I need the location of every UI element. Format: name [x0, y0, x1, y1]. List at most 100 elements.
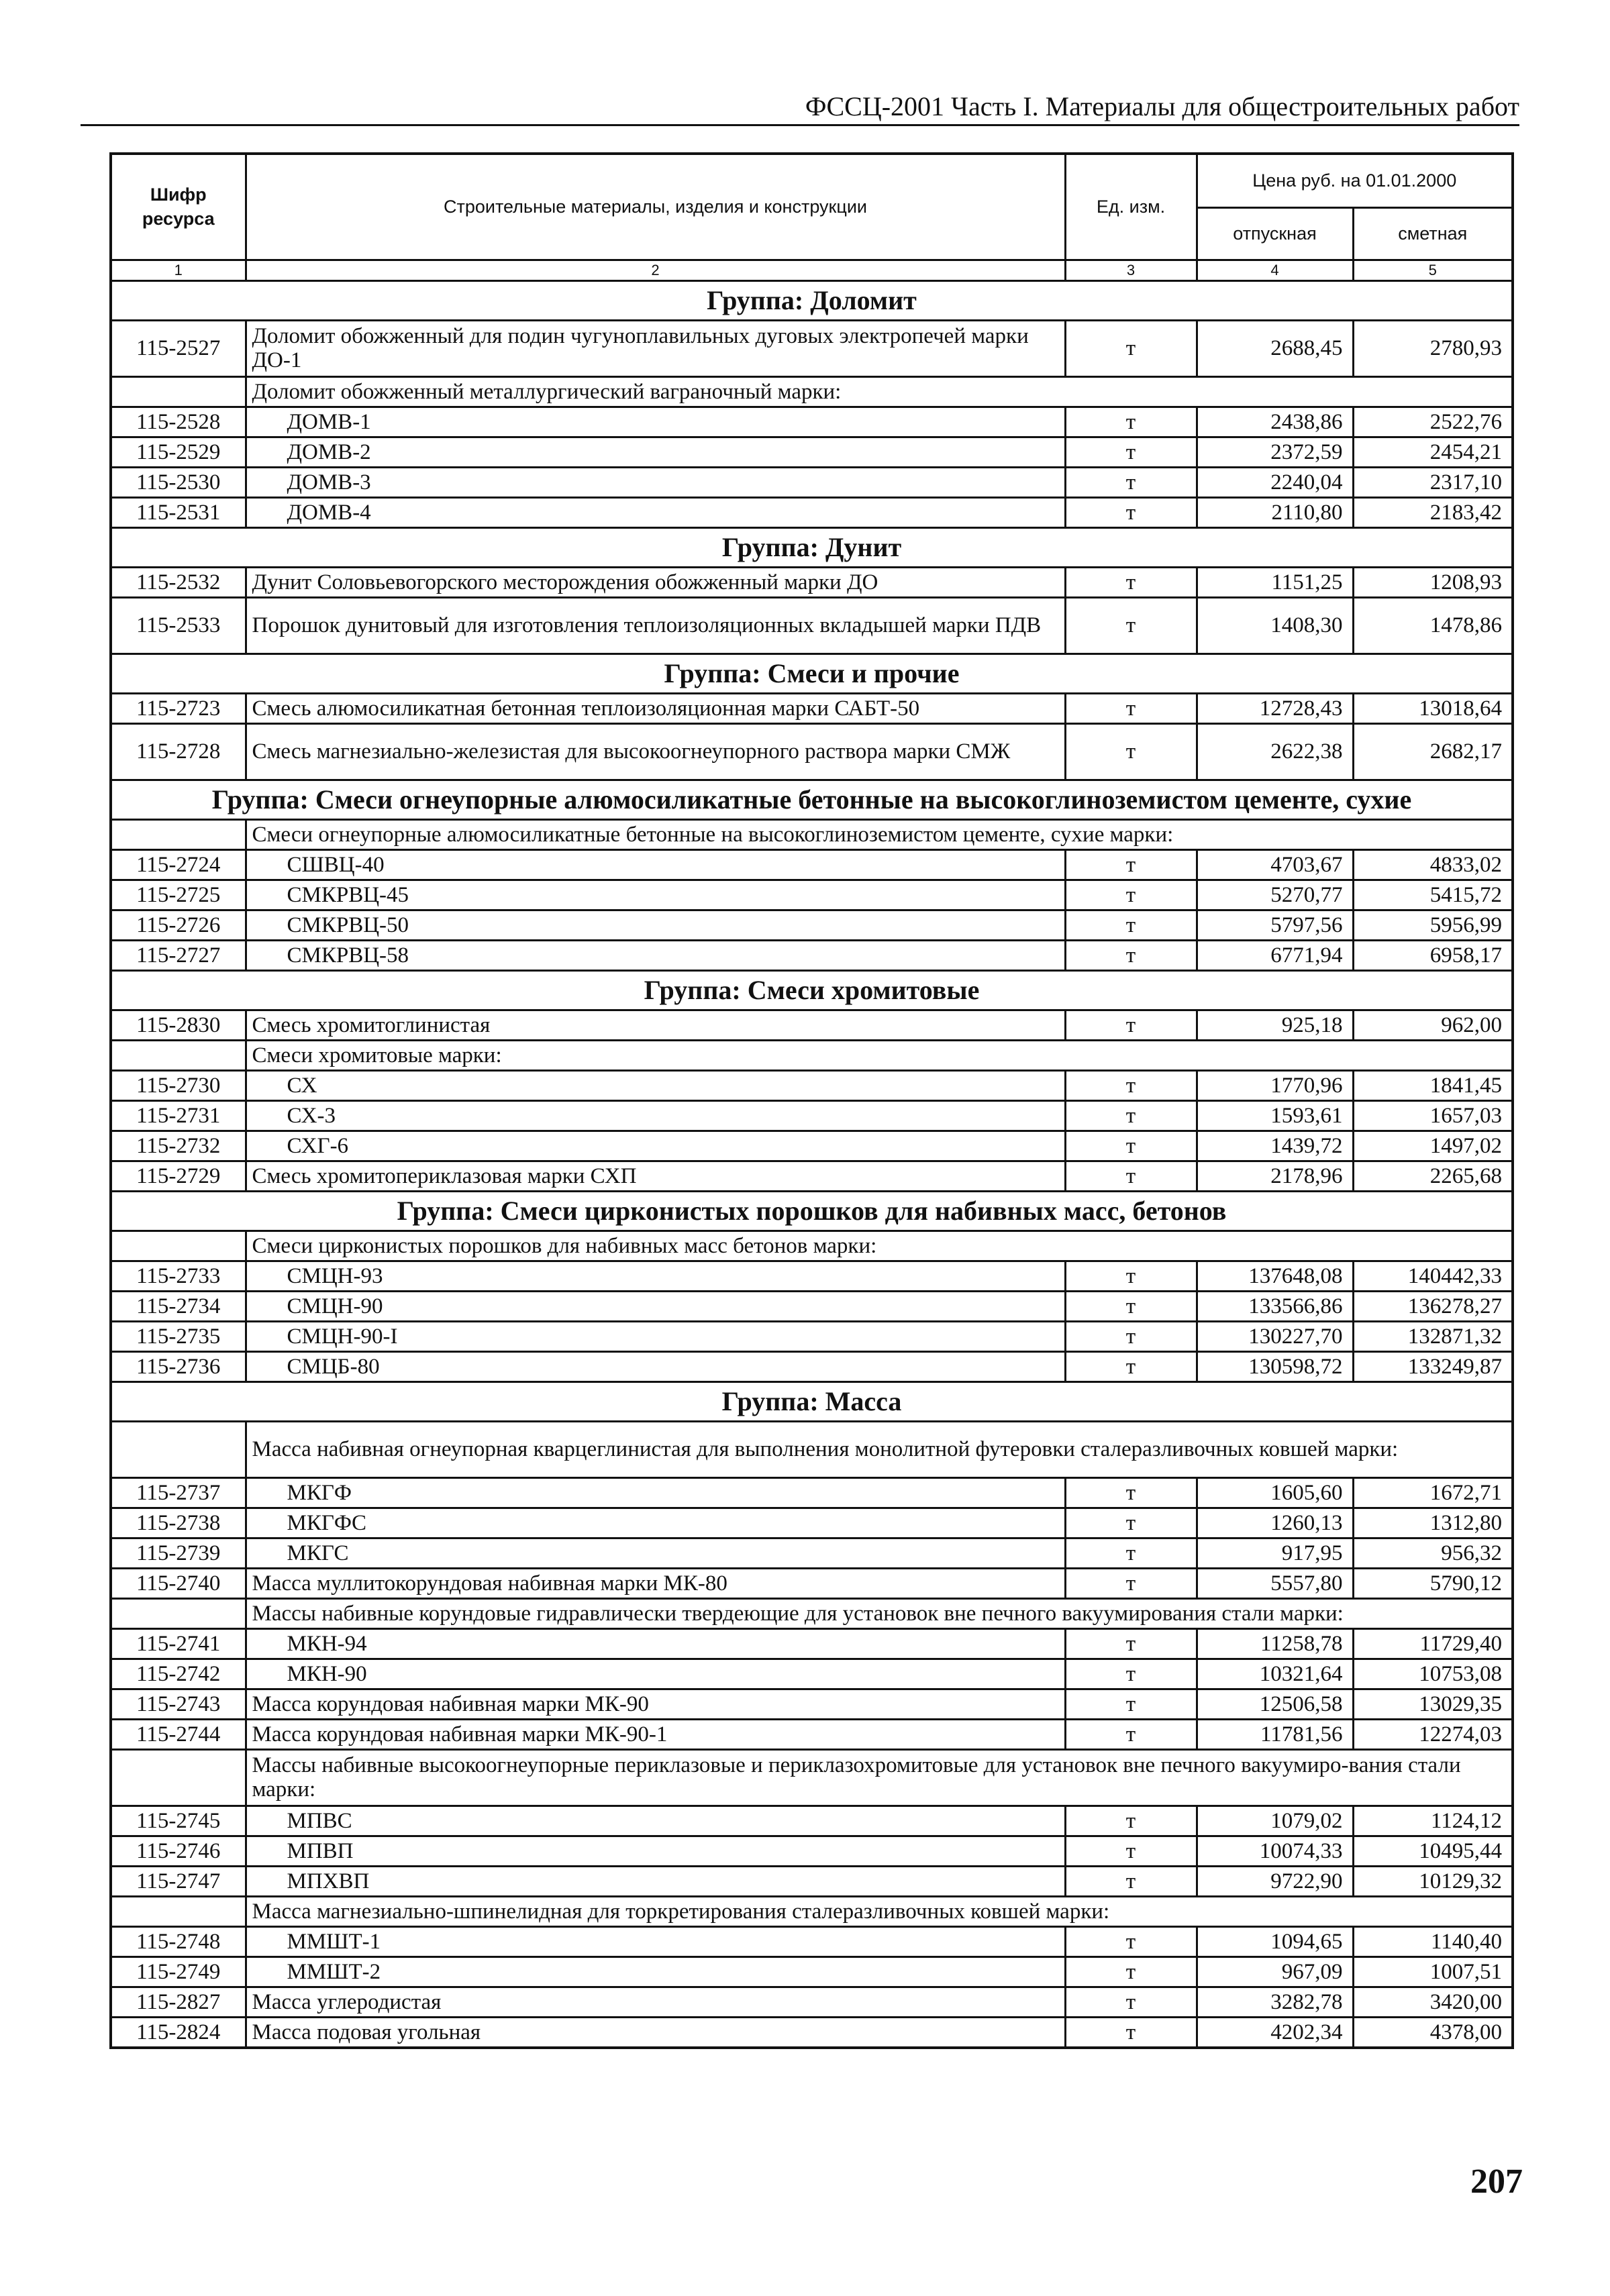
- resource-code: 115-2533: [109, 596, 247, 655]
- release-price: 5797,56: [1195, 908, 1354, 941]
- unit: т: [1064, 1350, 1198, 1383]
- header-row-sub: отпускная сметная: [111, 206, 1514, 261]
- material-name: Смесь магнезиально-железистая для высоко…: [244, 722, 1066, 781]
- release-price: 1260,13: [1195, 1506, 1354, 1539]
- subgroup-caption: Смеси огнеупорные алюмосиликатные бетонн…: [244, 818, 1514, 851]
- column-number: 3: [1064, 258, 1198, 282]
- release-price: 1439,72: [1195, 1129, 1354, 1162]
- material-name: МПВС: [244, 1804, 1066, 1837]
- release-price: 2178,96: [1195, 1159, 1354, 1192]
- material-name: СМКРВЦ-50: [244, 908, 1066, 941]
- unit: т: [1064, 1290, 1198, 1322]
- release-price: 2372,59: [1195, 435, 1354, 468]
- estimate-price: 1657,03: [1352, 1099, 1514, 1132]
- resource-code: 115-2731: [109, 1099, 247, 1132]
- table-row: 115-2531 ДОМВ-4 т 2110,80 2183,42: [109, 496, 1514, 529]
- group-heading-row: Группа: Смеси хромитовые: [109, 969, 1514, 1011]
- release-price: 11258,78: [1195, 1627, 1354, 1660]
- estimate-price: 11729,40: [1352, 1627, 1514, 1660]
- estimate-price: 1208,93: [1352, 566, 1514, 598]
- subgroup-row: Смеси цирконистых порошков для набивных …: [109, 1229, 1514, 1262]
- subgroup-caption: Массы набивные высокоогнеупорные перикла…: [244, 1748, 1514, 1807]
- table-row: 115-2735 СМЦН-90-I т 130227,70 132871,32: [109, 1320, 1514, 1353]
- unit: т: [1064, 1567, 1198, 1600]
- material-name: ДОМВ-1: [244, 405, 1066, 438]
- subgroup-caption: Массы набивные корундовые гидравлически …: [244, 1597, 1514, 1630]
- unit: т: [1064, 939, 1198, 972]
- estimate-price: 4833,02: [1352, 848, 1514, 881]
- resource-code: 115-2741: [109, 1627, 247, 1660]
- material-name: СШВЦ-40: [244, 848, 1066, 881]
- material-name: СМЦН-93: [244, 1259, 1066, 1292]
- subgroup-row: Смеси хромитовые марки:: [109, 1039, 1514, 1072]
- release-price: 1079,02: [1195, 1804, 1354, 1837]
- table-row: 115-2744 Масса корундовая набивная марки …: [109, 1718, 1514, 1751]
- estimate-price: 1672,71: [1352, 1476, 1514, 1509]
- table-row: 115-2741 МКН-94 т 11258,78 11729,40: [109, 1627, 1514, 1660]
- resource-code: 115-2528: [109, 405, 247, 438]
- unit: т: [1064, 1069, 1198, 1102]
- subgroup-row: Массы набивные корундовые гидравлически …: [109, 1597, 1514, 1630]
- group-heading-row: Группа: Дунит: [109, 526, 1514, 568]
- table-row: 115-2533 Порошок дунитовый для изготовлен…: [109, 596, 1514, 655]
- estimate-price: 10129,32: [1352, 1865, 1514, 1897]
- table-row: 115-2723 Смесь алюмосиликатная бетонная т…: [109, 692, 1514, 725]
- estimate-price: 1478,86: [1352, 596, 1514, 655]
- resource-code: 115-2733: [109, 1259, 247, 1292]
- group-heading: Группа: Смеси огнеупорные алюмосиликатны…: [109, 778, 1514, 821]
- material-name: Масса корундовая набивная марки МК-90: [244, 1687, 1066, 1720]
- table-row: 115-2830 Смесь хромитоглинистая т 925,18 962…: [109, 1008, 1514, 1041]
- estimate-price: 2317,10: [1352, 466, 1514, 499]
- estimate-price: 13018,64: [1352, 692, 1514, 725]
- release-price: 130227,70: [1195, 1320, 1354, 1353]
- estimate-price: 12274,03: [1352, 1718, 1514, 1751]
- group-heading-row: Группа: Масса: [109, 1380, 1514, 1422]
- release-price: 1770,96: [1195, 1069, 1354, 1102]
- column-number: 5: [1352, 258, 1514, 282]
- code-cell-empty: [109, 1420, 247, 1479]
- release-price: 9722,90: [1195, 1865, 1354, 1897]
- table-row: 115-2724 СШВЦ-40 т 4703,67 4833,02: [109, 848, 1514, 881]
- release-price: 1605,60: [1195, 1476, 1354, 1509]
- group-heading: Группа: Масса: [109, 1380, 1514, 1422]
- estimate-price: 2682,17: [1352, 722, 1514, 781]
- unit: т: [1064, 2016, 1198, 2048]
- unit: т: [1064, 1834, 1198, 1867]
- material-name: СХ-3: [244, 1099, 1066, 1132]
- estimate-price: 13029,35: [1352, 1687, 1514, 1720]
- unit: т: [1064, 1008, 1198, 1041]
- table-row: 115-2739 МКГС т 917,95 956,32: [109, 1536, 1514, 1569]
- group-heading: Группа: Смеси цирконистых порошков для н…: [109, 1190, 1514, 1232]
- material-name: Масса корундовая набивная марки МК-90-1: [244, 1718, 1066, 1751]
- resource-code: 115-2824: [109, 2016, 247, 2048]
- header-row: Шифр ресурса Строительные материалы, изд…: [109, 152, 1514, 261]
- table-row: 115-2738 МКГФС т 1260,13 1312,80: [109, 1506, 1514, 1539]
- resource-code: 115-2748: [109, 1925, 247, 1958]
- header-estimate-price: сметная: [1352, 206, 1514, 261]
- table-row: 115-2730 СХ т 1770,96 1841,45: [109, 1069, 1514, 1102]
- estimate-price: 132871,32: [1352, 1320, 1514, 1353]
- resource-code: 115-2736: [109, 1350, 247, 1383]
- unit: т: [1064, 908, 1198, 941]
- unit: т: [1064, 1506, 1198, 1539]
- table-row: 115-2742 МКН-90 т 10321,64 10753,08: [109, 1657, 1514, 1690]
- release-price: 11781,56: [1195, 1718, 1354, 1751]
- material-name: СХГ-6: [244, 1129, 1066, 1162]
- release-price: 133566,86: [1195, 1290, 1354, 1322]
- table-row: 115-2745 МПВС т 1079,02 1124,12: [109, 1804, 1514, 1837]
- table-row: 115-2747 МПХВП т 9722,90 10129,32: [109, 1865, 1514, 1897]
- resource-code: 115-2532: [109, 566, 247, 598]
- estimate-price: 5956,99: [1352, 908, 1514, 941]
- resource-code: 115-2729: [109, 1159, 247, 1192]
- estimate-price: 2454,21: [1352, 435, 1514, 468]
- resource-code: 115-2723: [109, 692, 247, 725]
- table-row: 115-2528 ДОМВ-1 т 2438,86 2522,76: [109, 405, 1514, 438]
- column-number-row: 1 2 3 4 5: [109, 258, 1514, 282]
- release-price: 1151,25: [1195, 566, 1354, 598]
- resource-code: 115-2724: [109, 848, 247, 881]
- material-name: Масса подовая угольная: [244, 2016, 1066, 2048]
- subgroup-caption: Доломит обожженный металлургический вагр…: [244, 375, 1514, 408]
- release-price: 10074,33: [1195, 1834, 1354, 1867]
- code-cell-empty: [109, 1895, 247, 1928]
- material-name: СМКРВЦ-45: [244, 878, 1066, 911]
